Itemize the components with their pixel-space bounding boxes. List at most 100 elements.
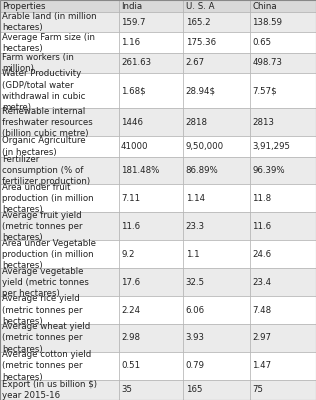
Text: 3.93: 3.93: [186, 334, 205, 342]
Text: 2.98: 2.98: [121, 334, 140, 342]
Bar: [118, 136, 183, 156]
Text: Average cotton yield
(metric tonnes per
hectares): Average cotton yield (metric tonnes per …: [3, 350, 92, 382]
Bar: [0, 73, 118, 108]
Bar: [250, 352, 316, 380]
Text: 9.2: 9.2: [121, 250, 135, 259]
Bar: [250, 73, 316, 108]
Bar: [118, 0, 183, 12]
Text: 181.48%: 181.48%: [121, 166, 159, 175]
Bar: [183, 156, 250, 184]
Text: 2.67: 2.67: [186, 58, 205, 67]
Bar: [0, 352, 118, 380]
Text: 1.16: 1.16: [121, 38, 140, 47]
Text: Area under Vegetable
production (in million
hectares): Area under Vegetable production (in mill…: [3, 239, 96, 270]
Bar: [118, 108, 183, 136]
Text: 3,91,295: 3,91,295: [252, 142, 290, 151]
Text: 23.4: 23.4: [252, 278, 271, 287]
Bar: [183, 268, 250, 296]
Bar: [183, 0, 250, 12]
Bar: [118, 240, 183, 268]
Bar: [250, 240, 316, 268]
Bar: [0, 324, 118, 352]
Bar: [0, 380, 118, 400]
Text: Average rice yield
(metric tonnes per
hectares): Average rice yield (metric tonnes per he…: [3, 294, 83, 326]
Text: 11.6: 11.6: [121, 222, 140, 231]
Bar: [118, 380, 183, 400]
Text: Renewable internal
freshwater resources
(billion cubic metre): Renewable internal freshwater resources …: [3, 107, 93, 138]
Bar: [118, 53, 183, 73]
Text: Export (in us billion $)
year 2015-16: Export (in us billion $) year 2015-16: [3, 380, 98, 400]
Bar: [183, 324, 250, 352]
Bar: [183, 380, 250, 400]
Bar: [250, 136, 316, 156]
Bar: [250, 108, 316, 136]
Text: 2.24: 2.24: [121, 306, 140, 314]
Bar: [0, 156, 118, 184]
Text: 1.47: 1.47: [252, 362, 271, 370]
Text: 175.36: 175.36: [186, 38, 216, 47]
Bar: [0, 268, 118, 296]
Text: 9,50,000: 9,50,000: [186, 142, 224, 151]
Bar: [0, 212, 118, 240]
Bar: [118, 156, 183, 184]
Bar: [118, 352, 183, 380]
Text: 11.8: 11.8: [252, 194, 271, 203]
Bar: [0, 136, 118, 156]
Bar: [0, 184, 118, 212]
Text: Organic Agriculture
(in hectares): Organic Agriculture (in hectares): [3, 136, 86, 156]
Bar: [183, 212, 250, 240]
Text: 96.39%: 96.39%: [252, 166, 285, 175]
Text: 6.06: 6.06: [186, 306, 205, 314]
Bar: [250, 0, 316, 12]
Text: 23.3: 23.3: [186, 222, 205, 231]
Text: India: India: [121, 2, 142, 11]
Text: Farm workers (in
million): Farm workers (in million): [3, 53, 74, 73]
Text: 2818: 2818: [186, 118, 208, 127]
Bar: [118, 212, 183, 240]
Bar: [250, 380, 316, 400]
Bar: [250, 296, 316, 324]
Bar: [250, 268, 316, 296]
Text: Properties: Properties: [3, 2, 46, 11]
Bar: [250, 184, 316, 212]
Text: 165: 165: [186, 386, 202, 394]
Bar: [183, 73, 250, 108]
Bar: [0, 108, 118, 136]
Text: Average wheat yield
(metric tonnes per
hectares): Average wheat yield (metric tonnes per h…: [3, 322, 91, 354]
Text: 1.1: 1.1: [186, 250, 199, 259]
Bar: [250, 212, 316, 240]
Bar: [250, 32, 316, 53]
Bar: [0, 12, 118, 32]
Bar: [183, 32, 250, 53]
Text: 498.73: 498.73: [252, 58, 282, 67]
Text: Arable land (in million
hectares): Arable land (in million hectares): [3, 12, 97, 32]
Text: 2813: 2813: [252, 118, 274, 127]
Text: 7.11: 7.11: [121, 194, 140, 203]
Text: 75: 75: [252, 386, 263, 394]
Bar: [0, 53, 118, 73]
Bar: [183, 184, 250, 212]
Text: 11.6: 11.6: [252, 222, 271, 231]
Text: 41000: 41000: [121, 142, 149, 151]
Text: 1.68$: 1.68$: [121, 86, 146, 95]
Text: 2.97: 2.97: [252, 334, 271, 342]
Bar: [118, 184, 183, 212]
Text: Fertilizer
consumption (% of
fertilizer production): Fertilizer consumption (% of fertilizer …: [3, 155, 91, 186]
Bar: [0, 296, 118, 324]
Text: 24.6: 24.6: [252, 250, 271, 259]
Bar: [118, 12, 183, 32]
Text: 0.79: 0.79: [186, 362, 205, 370]
Text: Water Productivity
(GDP/total water
withdrawal in cubic
metre): Water Productivity (GDP/total water with…: [3, 70, 86, 112]
Bar: [183, 296, 250, 324]
Text: 138.59: 138.59: [252, 18, 282, 27]
Text: 28.94$: 28.94$: [186, 86, 216, 95]
Text: Average Farm size (in
hectares): Average Farm size (in hectares): [3, 32, 95, 53]
Text: Average vegetable
yield (metric tonnes
per hectares): Average vegetable yield (metric tonnes p…: [3, 266, 89, 298]
Bar: [183, 12, 250, 32]
Bar: [118, 73, 183, 108]
Bar: [118, 268, 183, 296]
Bar: [183, 240, 250, 268]
Bar: [250, 12, 316, 32]
Bar: [183, 352, 250, 380]
Bar: [183, 108, 250, 136]
